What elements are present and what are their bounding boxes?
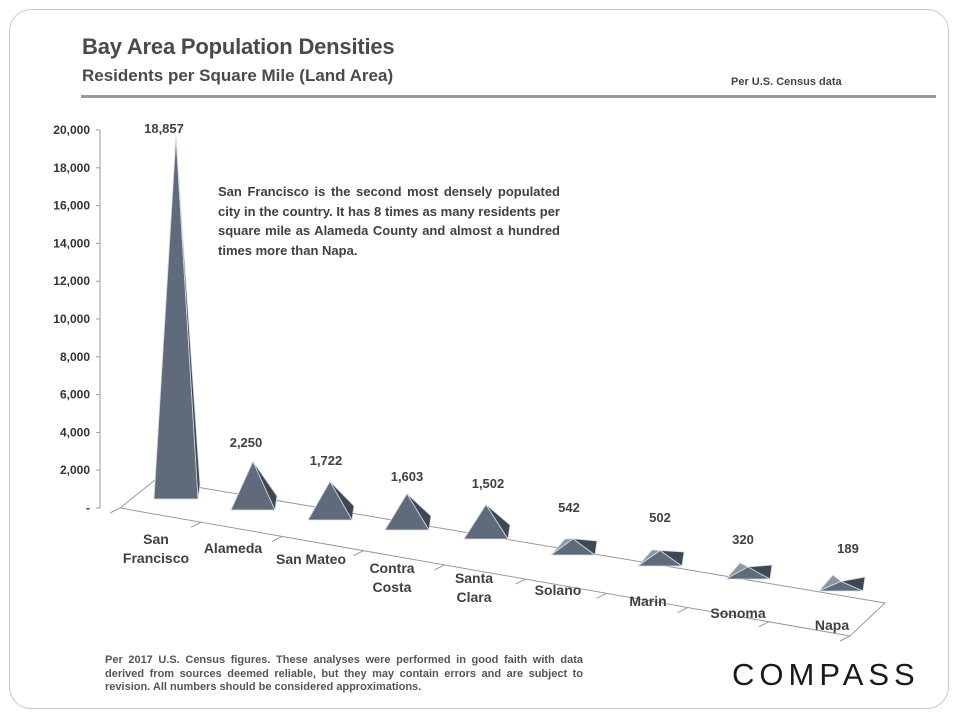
y-tick-label: 12,000: [53, 274, 90, 288]
chart-subtitle: Residents per Square Mile (Land Area): [82, 66, 394, 85]
category-label: Costa: [373, 579, 412, 595]
pyramid-face-right: [175, 136, 201, 500]
source-note: Per U.S. Census data: [731, 76, 842, 88]
x-tick-mark: [677, 607, 689, 614]
y-tick-label: 20,000: [53, 123, 90, 137]
category-label: Francisco: [123, 550, 189, 566]
pyramid-face-right: [658, 550, 685, 567]
category-label: Marin: [629, 593, 666, 609]
data-label: 1,502: [472, 476, 505, 491]
footnote: Per 2017 U.S. Census figures. These anal…: [105, 654, 583, 693]
pyramid-face-front: [153, 136, 199, 500]
data-label: 1,603: [391, 469, 424, 484]
category-label: Alameda: [204, 540, 263, 556]
x-tick-mark: [758, 621, 770, 628]
data-label: 320: [732, 532, 754, 547]
x-tick-mark: [353, 550, 364, 557]
category-label: Santa: [455, 570, 493, 586]
category-label: Clara: [456, 589, 491, 605]
data-label: 542: [558, 500, 580, 515]
chart-title: Bay Area Population Densities: [82, 34, 395, 59]
x-tick-mark: [109, 507, 121, 514]
y-tick-label: 10,000: [53, 312, 90, 326]
category-label: Solano: [535, 582, 582, 598]
callout-text: San Francisco is the second most densely…: [218, 184, 560, 258]
data-label: 502: [649, 510, 671, 525]
x-tick-mark: [839, 635, 851, 642]
y-tick-label: 16,000: [53, 199, 90, 213]
category-label: Sonoma: [710, 605, 765, 621]
data-label: 1,722: [310, 453, 343, 468]
pyramid-face-right: [746, 564, 773, 580]
y-tick-label: 18,000: [53, 161, 90, 175]
category-label: Contra: [369, 560, 414, 576]
data-label: 18,857: [144, 121, 184, 136]
pyramid-face-right: [485, 504, 511, 541]
y-tick-label: 6,000: [60, 388, 90, 402]
x-tick-mark: [271, 535, 283, 542]
x-tick-mark: [190, 521, 202, 528]
y-tick-label: -: [86, 501, 90, 515]
pyramid-face-right: [252, 461, 278, 512]
x-tick-mark: [596, 592, 607, 599]
data-label: 2,250: [230, 435, 263, 450]
y-tick-label: 14,000: [53, 236, 90, 250]
pyramid-face-right: [329, 481, 355, 522]
pyramid-face-right: [839, 576, 866, 592]
data-label: 189: [837, 541, 859, 556]
y-tick-label: 2,000: [60, 463, 90, 477]
y-tick-label: 4,000: [60, 425, 90, 439]
x-tick-mark: [434, 564, 445, 571]
x-tick-mark: [515, 578, 526, 585]
category-label: Napa: [815, 617, 849, 633]
category-label: San: [143, 531, 169, 547]
pyramid-face-right: [571, 538, 598, 556]
pyramid-face-right: [406, 493, 432, 532]
header-divider: [81, 95, 936, 98]
y-tick-label: 8,000: [60, 350, 90, 364]
category-label: San Mateo: [276, 551, 346, 567]
compass-logo: COMPASS: [732, 657, 920, 692]
